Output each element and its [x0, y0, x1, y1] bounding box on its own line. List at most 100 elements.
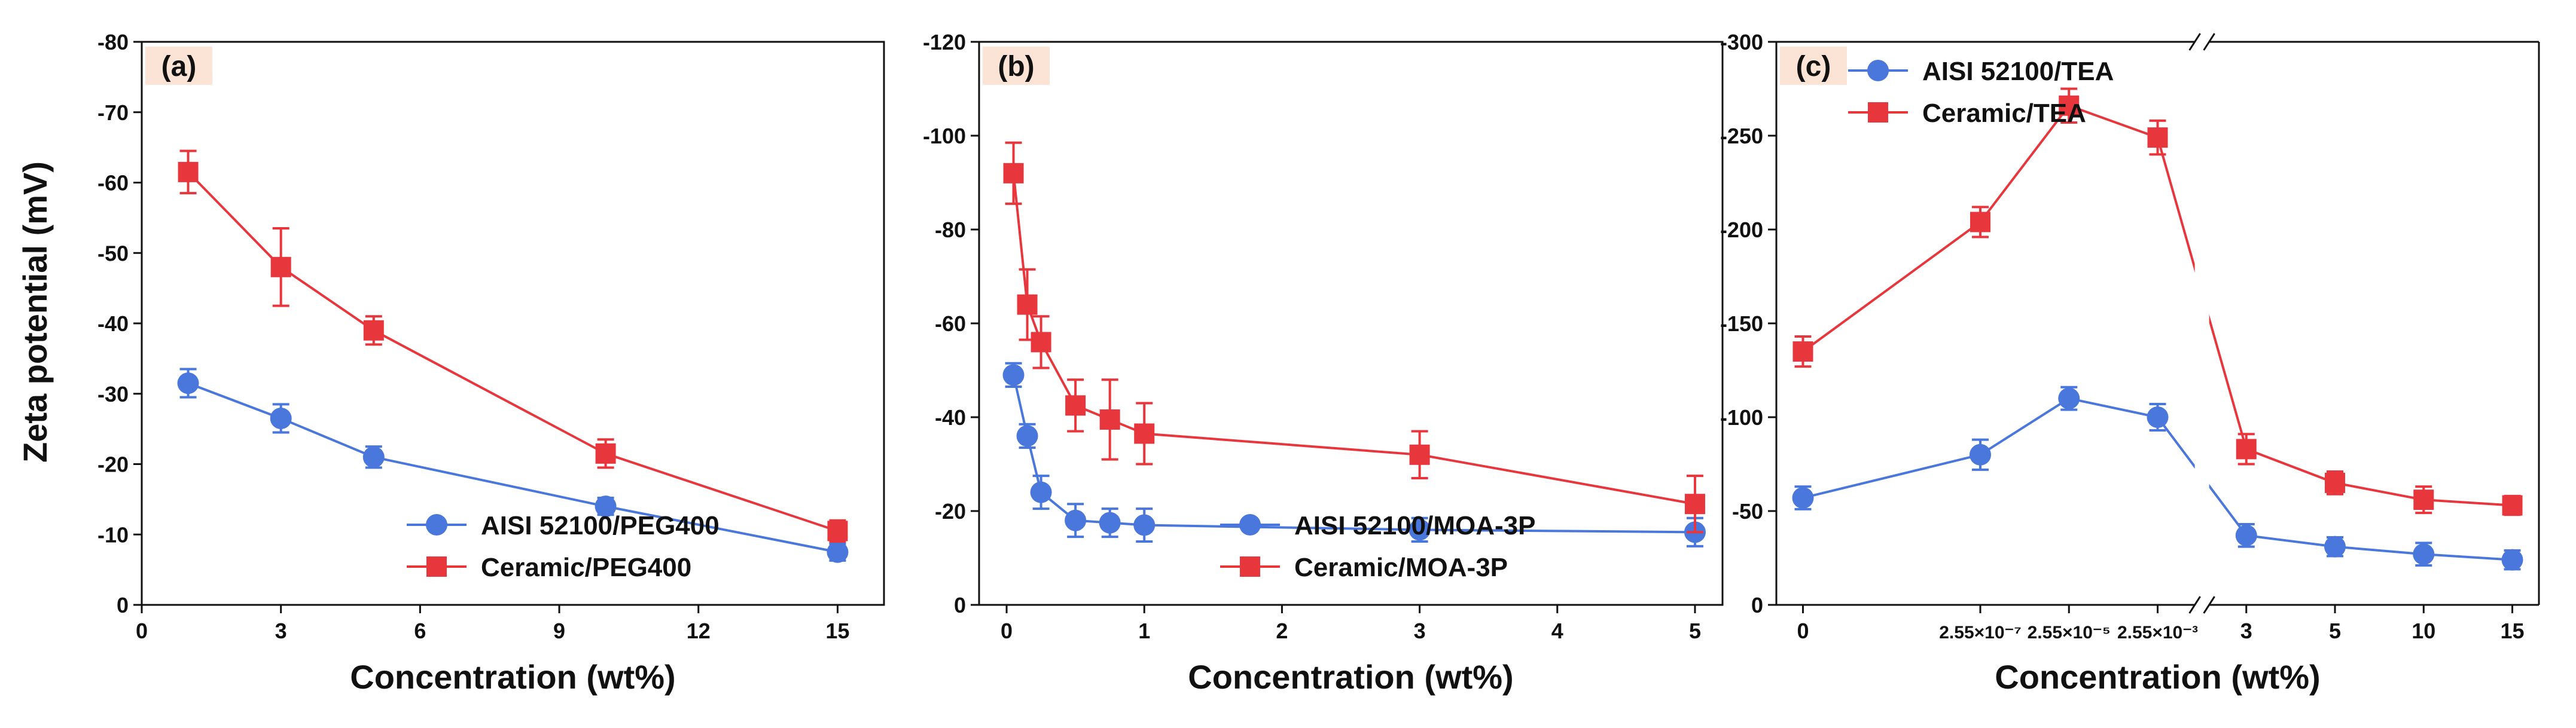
panel-tag-bg [1780, 47, 1847, 85]
data-point [1065, 509, 1087, 531]
data-point [1031, 332, 1051, 353]
x-tick-label: 10 [2412, 619, 2435, 643]
x-tick-label: 6 [414, 619, 426, 643]
data-point [270, 407, 292, 429]
y-tick-label: -10 [97, 522, 129, 547]
y-tick-label: 0 [1751, 593, 1763, 617]
x-tick-label: 1 [1138, 619, 1150, 643]
x-tick-label: 3 [1414, 619, 1426, 643]
data-point [2058, 387, 2080, 409]
y-tick-label: -250 [1720, 124, 1763, 148]
data-point [177, 372, 199, 394]
y-tick-label: -150 [1720, 311, 1763, 336]
x-tick-label: 15 [825, 619, 849, 643]
y-tick-label: -60 [97, 171, 129, 195]
data-point [270, 256, 291, 277]
x-axis-title: Concentration (wt%) [1995, 658, 2320, 696]
y-tick-label: -20 [935, 499, 966, 524]
legend-label: Ceramic/PEG400 [481, 553, 691, 582]
data-point [595, 495, 617, 518]
x-tick-label: 0 [136, 619, 148, 643]
data-point [827, 541, 849, 563]
y-tick-label: -30 [97, 382, 129, 406]
y-tick-label: -80 [97, 30, 129, 54]
y-tick-label: -50 [1732, 499, 1763, 524]
data-point [2147, 406, 2169, 428]
data-point [1792, 487, 1814, 509]
data-point [1003, 163, 1024, 183]
x-tick-label: 3 [275, 619, 287, 643]
x-tick-label: 2 [1276, 619, 1288, 643]
panel-tag: (a) [161, 51, 197, 82]
panel-c: (c) 0 -50 -100 -150 -200 -250 -300 0 2.55×10⁻⁷ 2.5… [1720, 30, 2540, 696]
y-tick-label: -60 [935, 311, 966, 336]
data-point [2059, 95, 2080, 116]
data-point [1030, 481, 1052, 503]
y-tick-label: -100 [923, 124, 966, 148]
panel-b: (b) 0 -20 -40 -60 -80 -100 -120 0 1 2 3 4 5 Concentrat… [923, 30, 1724, 696]
legend-marker [426, 556, 447, 577]
x-tick-label: 0 [1797, 619, 1809, 643]
data-point [1099, 409, 1120, 430]
series-line [187, 171, 839, 533]
series-line [1012, 173, 1696, 506]
y-tick-label: -70 [97, 100, 129, 125]
y-tick-label: -80 [935, 218, 966, 242]
x-tick-label: 12 [687, 619, 711, 643]
data-point [1016, 425, 1038, 447]
axis-frame [978, 41, 1724, 606]
axis-frame [141, 41, 885, 606]
data-point [1002, 364, 1025, 386]
x-axis-title: Concentration (wt%) [350, 658, 675, 696]
data-point [1134, 423, 1155, 444]
data-point [2325, 472, 2346, 493]
data-point [178, 161, 199, 182]
x-axis-title: Concentration (wt%) [1188, 658, 1513, 696]
data-point [2235, 524, 2257, 546]
panel-tag-bg [983, 47, 1050, 85]
y-tick-label: -40 [97, 311, 129, 336]
panel-tag-bg [145, 47, 212, 85]
y-tick-label: -200 [1720, 218, 1763, 242]
x-tick-label: 5 [2329, 619, 2341, 643]
data-point [2236, 439, 2257, 460]
y-tick-label: -120 [923, 30, 966, 54]
data-point [2324, 536, 2346, 558]
legend-label: AISI 52100/MOA-3P [1294, 511, 1536, 540]
data-point [1684, 494, 1705, 515]
y-tick-label: -300 [1720, 30, 1763, 54]
data-point [1970, 212, 1990, 233]
x-tick-label: 9 [553, 619, 565, 643]
x-tick-label: 15 [2501, 619, 2525, 643]
x-tick-label: 2.55×10⁻⁷ [1939, 623, 2022, 643]
data-point [1409, 519, 1431, 541]
legend-marker [1868, 102, 1888, 123]
legend-label: AISI 52100/TEA [1922, 57, 2114, 86]
x-tick-label: 0 [1001, 619, 1013, 643]
x-tick-label: 2.55×10⁻⁵ [2028, 623, 2111, 643]
y-tick-label: -40 [935, 405, 966, 430]
legend-marker [1239, 514, 1261, 536]
y-tick-label: 0 [954, 593, 966, 617]
y-tick-label: -100 [1720, 405, 1763, 430]
legend-label: AISI 52100/PEG400 [481, 511, 720, 540]
data-point [1065, 395, 1086, 416]
panel-tag: (c) [1796, 51, 1831, 82]
data-point [1099, 512, 1121, 534]
y-tick-label: -50 [97, 241, 129, 265]
legend-marker [1240, 556, 1260, 577]
series-line [1802, 104, 2513, 507]
data-point [362, 446, 385, 468]
y-axis-title: Zeta potential (mV) [16, 161, 54, 463]
data-point [2147, 127, 2168, 148]
data-point [1017, 294, 1038, 315]
y-tick-label: 0 [117, 593, 129, 617]
axis-break-gap [2194, 36, 2209, 611]
legend-marker [426, 514, 447, 536]
data-point [1969, 443, 1991, 466]
data-point [363, 320, 384, 341]
data-point [2413, 490, 2434, 510]
data-point [2501, 549, 2523, 571]
legend-marker [1867, 60, 1889, 81]
